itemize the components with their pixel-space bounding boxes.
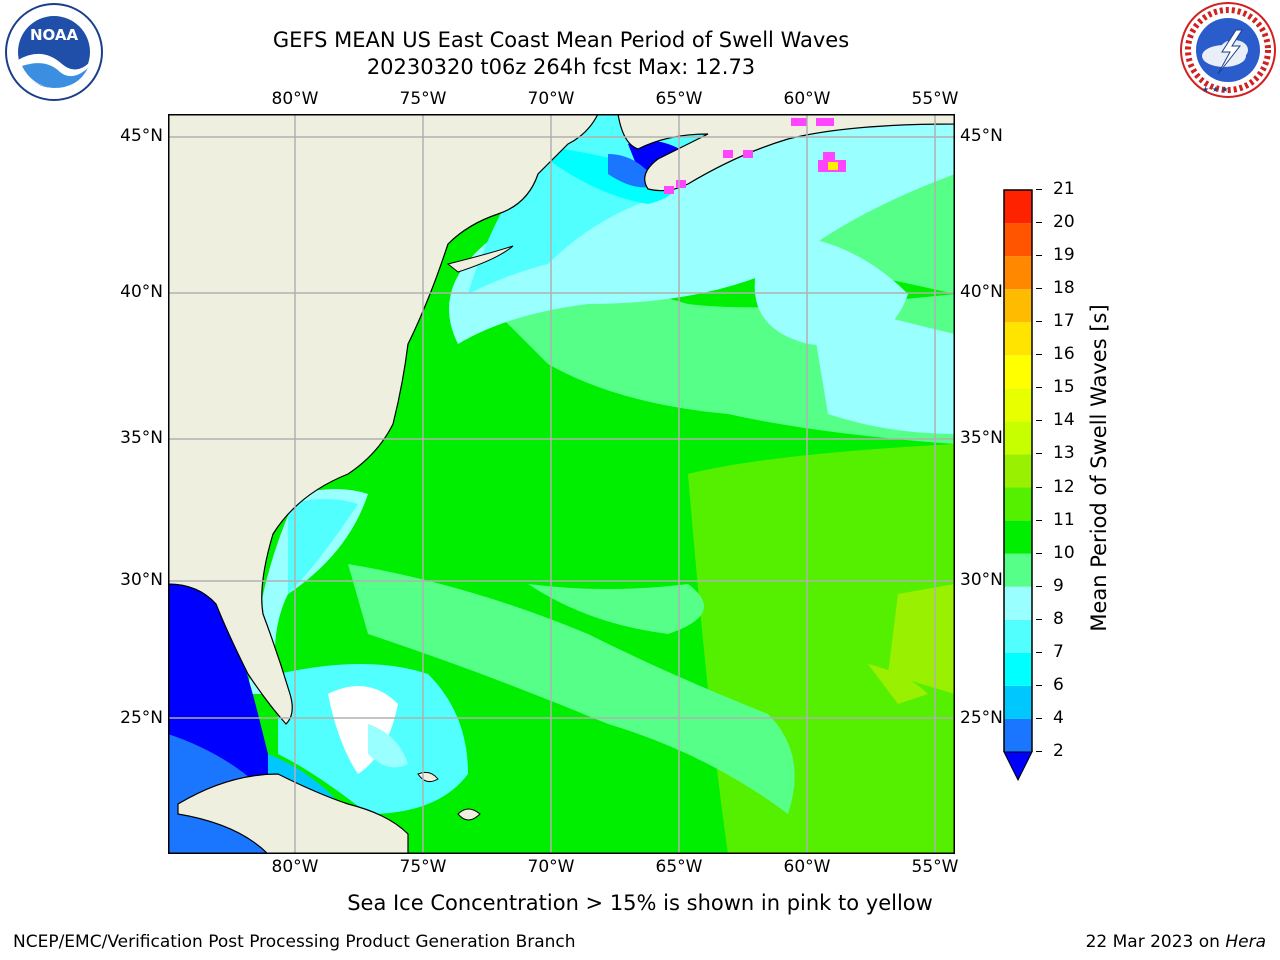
colorbar-segment — [1004, 355, 1032, 389]
sea-ice-caption: Sea Ice Concentration > 15% is shown in … — [347, 891, 933, 915]
svg-text:NOAA: NOAA — [30, 26, 79, 44]
colorbar-tick-mark — [1036, 453, 1042, 455]
lon-label-top-55w: 55°W — [911, 89, 959, 109]
colorbar-tick-label: 12 — [1053, 476, 1075, 497]
colorbar-tick-label: 16 — [1053, 344, 1075, 365]
colorbar-segment — [1004, 421, 1032, 455]
lon-label-top-70w: 70°W — [527, 89, 575, 109]
lat-label-right-35n: 35°N — [960, 428, 1003, 448]
colorbar-tick-label: 2 — [1053, 741, 1064, 761]
colorbar-segment — [1004, 685, 1032, 719]
colorbar — [1000, 186, 1040, 786]
canada-landmass — [617, 114, 955, 192]
colorbar-tick-mark — [1036, 618, 1042, 620]
colorbar-tick-mark — [1036, 354, 1042, 356]
lon-label-top-75w: 75°W — [399, 89, 447, 109]
lon-label-bottom-80w: 80°W — [271, 857, 319, 877]
footer-date: 22 Mar 2023 on — [1085, 932, 1220, 952]
colorbar-outline — [1003, 189, 1033, 752]
us-landmass — [168, 114, 599, 725]
colorbar-tick-mark — [1036, 255, 1042, 257]
colorbar-tick-mark — [1036, 519, 1042, 521]
colorbar-tick-mark — [1036, 717, 1042, 719]
colorbar-segment — [1004, 289, 1032, 323]
colorbar-segment — [1004, 619, 1032, 653]
colorbar-tick-mark — [1036, 222, 1042, 224]
colorbar-label-wrap: Mean Period of Swell Waves [s] — [1081, 186, 1117, 752]
colorbar-segment — [1004, 388, 1032, 422]
colorbar-tick-label: 21 — [1053, 179, 1075, 199]
colorbar-tick-label: 11 — [1053, 509, 1075, 530]
colorbar-tick-label: 20 — [1053, 212, 1075, 233]
colorbar-tick-mark — [1036, 321, 1042, 323]
colorbar-tick-mark — [1036, 552, 1042, 554]
lon-label-bottom-70w: 70°W — [527, 857, 575, 877]
lon-label-bottom-75w: 75°W — [399, 857, 447, 877]
lon-label-top-65w: 65°W — [655, 89, 703, 109]
lon-label-bottom-60w: 60°W — [783, 857, 831, 877]
lon-label-bottom-65w: 65°W — [655, 857, 703, 877]
footer-host: Hera — [1225, 932, 1266, 952]
colorbar-tick-mark — [1036, 288, 1042, 290]
lat-label-right-25n: 25°N — [960, 708, 1003, 728]
noaa-logo: NOAA — [2, 2, 106, 102]
lat-label-left-45n: 45°N — [120, 126, 163, 146]
colorbar-tick-label: 18 — [1053, 278, 1075, 299]
lon-label-bottom-55w: 55°W — [911, 857, 959, 877]
colorbar-segment — [1004, 520, 1032, 554]
lat-label-left-30n: 30°N — [120, 570, 163, 590]
lat-label-left-40n: 40°N — [120, 282, 163, 302]
colorbar-tick-mark — [1036, 751, 1042, 752]
colorbar-tick-mark — [1036, 651, 1042, 653]
colorbar-tick-mark — [1036, 189, 1042, 190]
colorbar-tick-mark — [1036, 585, 1042, 587]
footer-left: NCEP/EMC/Verification Post Processing Pr… — [13, 932, 576, 952]
map-panel — [168, 114, 955, 854]
svg-text:★ ★ ★: ★ ★ ★ — [1202, 85, 1229, 94]
nws-logo: ★ ★ ★ — [1176, 0, 1280, 100]
lat-label-left-25n: 25°N — [120, 708, 163, 728]
chart-title-line1: GEFS MEAN US East Coast Mean Period of S… — [272, 28, 850, 52]
colorbar-segment — [1004, 322, 1032, 356]
colorbar-segment — [1004, 586, 1032, 620]
footer-right: 22 Mar 2023 on Hera — [1086, 932, 1266, 952]
colorbar-tick-label: 14 — [1053, 410, 1075, 431]
colorbar-tick-label: 17 — [1053, 311, 1075, 332]
colorbar-tick-label: 10 — [1053, 542, 1075, 563]
colorbar-tick-label: 7 — [1053, 641, 1064, 662]
colorbar-tick-label: 8 — [1053, 608, 1064, 629]
colorbar-tick-label: 4 — [1053, 707, 1064, 728]
colorbar-tick-label: 13 — [1053, 443, 1075, 464]
colorbar-segment — [1004, 454, 1032, 488]
colorbar-segment — [1004, 652, 1032, 686]
lat-label-left-35n: 35°N — [120, 428, 163, 448]
lon-label-top-60w: 60°W — [783, 89, 831, 109]
chart-title-line2: 20230320 t06z 264h fcst Max: 12.73 — [366, 55, 756, 79]
colorbar-tick-mark — [1036, 684, 1042, 686]
colorbar-segment — [1004, 190, 1032, 224]
colorbar-tick-mark — [1036, 420, 1042, 422]
colorbar-tick-label: 6 — [1053, 674, 1064, 695]
colorbar-tick-label: 19 — [1053, 245, 1075, 266]
cuba-landmass — [177, 773, 409, 854]
lat-label-right-45n: 45°N — [960, 126, 1003, 146]
colorbar-label: Mean Period of Swell Waves [s] — [1087, 304, 1111, 632]
colorbar-segment — [1004, 487, 1032, 521]
colorbar-tick-mark — [1036, 486, 1042, 488]
colorbar-segment — [1004, 256, 1032, 290]
lon-label-top-80w: 80°W — [271, 89, 319, 109]
colorbar-segment — [1004, 223, 1032, 257]
colorbar-tick-mark — [1036, 387, 1042, 389]
lat-label-right-30n: 30°N — [960, 570, 1003, 590]
colorbar-tick-label: 9 — [1053, 575, 1064, 596]
colorbar-extend-arrow — [1003, 751, 1033, 782]
colorbar-segment — [1004, 553, 1032, 587]
colorbar-tick-label: 15 — [1053, 377, 1075, 398]
colorbar-segment — [1004, 718, 1032, 752]
map-grid — [168, 114, 955, 854]
lat-label-right-40n: 40°N — [960, 282, 1003, 302]
